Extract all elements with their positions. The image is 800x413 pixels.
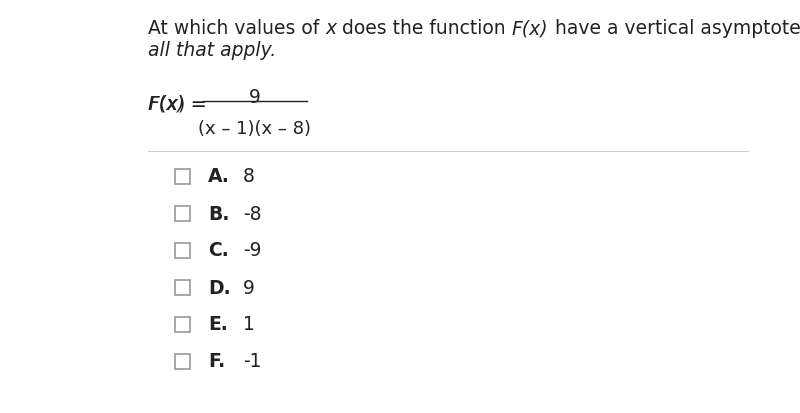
Text: F.: F. xyxy=(208,351,225,370)
Bar xyxy=(175,169,190,184)
Text: (x – 1)(x – 8): (x – 1)(x – 8) xyxy=(198,120,311,138)
Bar xyxy=(175,280,190,295)
Text: C.: C. xyxy=(208,241,229,260)
Bar xyxy=(175,206,190,221)
Text: $\it{F}$$\it{(x)}$ =: $\it{F}$$\it{(x)}$ = xyxy=(148,93,206,114)
Text: F(x) =: F(x) = xyxy=(148,94,206,113)
Text: have a vertical asymptote?: have a vertical asymptote? xyxy=(549,19,800,38)
Text: D.: D. xyxy=(208,278,230,297)
Text: 9: 9 xyxy=(243,278,255,297)
Text: -8: -8 xyxy=(243,204,262,223)
Text: B.: B. xyxy=(208,204,230,223)
Bar xyxy=(175,354,190,369)
Text: 9: 9 xyxy=(249,88,261,107)
Text: A.: A. xyxy=(208,167,230,186)
Text: all that apply.: all that apply. xyxy=(148,41,276,60)
Text: does the function: does the function xyxy=(336,19,512,38)
Bar xyxy=(175,317,190,332)
Text: At which values of: At which values of xyxy=(148,19,326,38)
Text: -9: -9 xyxy=(243,241,262,260)
Text: 8: 8 xyxy=(243,167,255,186)
Text: E.: E. xyxy=(208,315,228,334)
Text: x: x xyxy=(326,19,336,38)
Text: -1: -1 xyxy=(243,351,262,370)
Text: 1: 1 xyxy=(243,315,255,334)
Bar xyxy=(175,243,190,258)
Text: F(x): F(x) xyxy=(512,19,549,38)
